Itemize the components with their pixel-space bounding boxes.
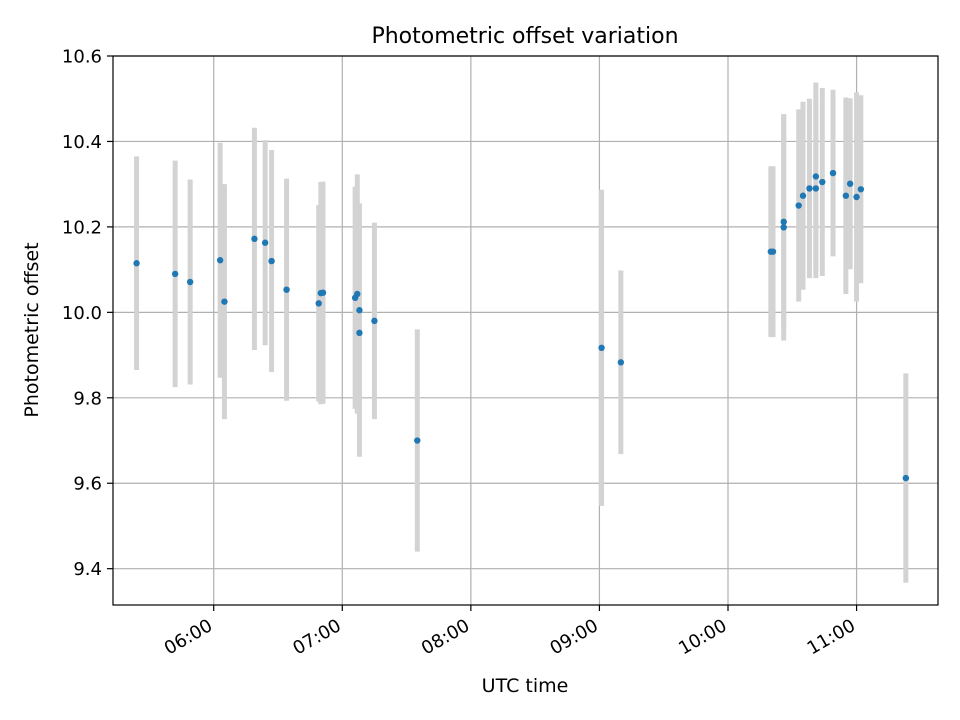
data-point (812, 185, 820, 192)
data-point (171, 270, 179, 278)
data-point (769, 248, 777, 255)
data-point (371, 317, 378, 325)
data-points (133, 169, 910, 482)
y-tick-label: 10.2 (62, 217, 102, 238)
data-point (414, 437, 421, 444)
data-point (799, 192, 807, 199)
data-point (853, 193, 860, 201)
data-point (812, 173, 820, 180)
data-point (842, 192, 850, 199)
data-point (356, 329, 363, 337)
data-point (319, 289, 327, 296)
data-point (829, 169, 837, 177)
data-point (268, 257, 275, 265)
data-point (598, 344, 605, 352)
data-point (283, 286, 290, 293)
data-point (819, 178, 826, 186)
data-point (846, 180, 854, 187)
data-point (780, 218, 787, 225)
y-axis: 9.4 9.6 9.8 10.0 10.2 10.4 10.6 (62, 47, 113, 580)
x-axis-label: UTC time (482, 675, 569, 697)
chart-title: Photometric offset variation (371, 24, 678, 49)
data-point (795, 202, 802, 209)
data-point (857, 186, 865, 193)
data-point (133, 260, 140, 267)
data-point (216, 257, 224, 264)
data-point (315, 300, 322, 307)
y-tick-label: 9.6 (73, 474, 102, 495)
y-tick-label: 9.8 (73, 388, 102, 409)
y-axis-label: Photometric offset (21, 242, 43, 417)
data-point (354, 290, 361, 298)
data-point (186, 278, 194, 286)
data-point (251, 235, 258, 243)
plot-frame (112, 55, 939, 606)
data-point (780, 224, 787, 231)
y-tick-label: 9.4 (73, 559, 102, 580)
data-point (356, 307, 363, 314)
data-point (261, 239, 269, 246)
y-tick-label: 10.6 (62, 47, 102, 68)
data-point (902, 474, 910, 482)
y-tick-label: 10.0 (62, 303, 102, 324)
data-point (221, 298, 228, 305)
data-point (617, 359, 625, 366)
y-tick-label: 10.4 (62, 132, 102, 153)
data-point (806, 185, 813, 192)
